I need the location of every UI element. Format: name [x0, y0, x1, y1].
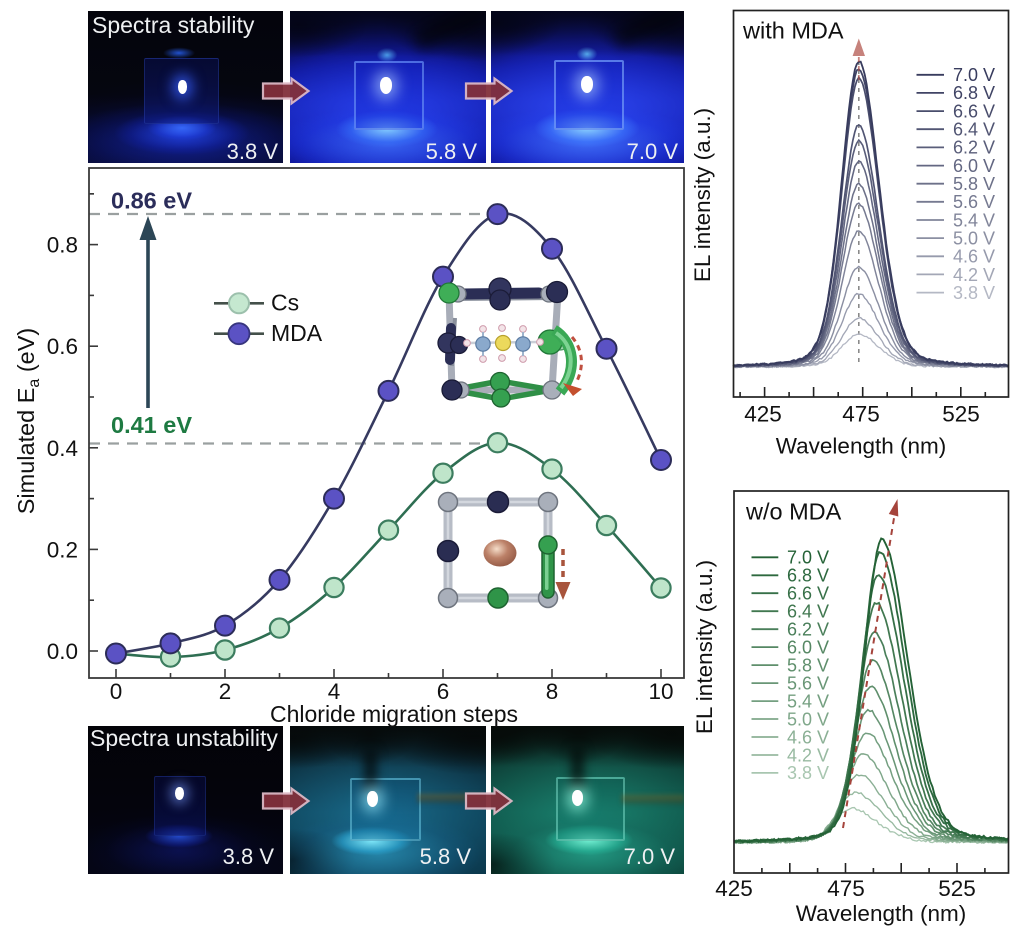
svg-text:525: 525: [942, 402, 980, 427]
svg-text:0.0: 0.0: [47, 639, 78, 664]
svg-text:Chloride migration steps: Chloride migration steps: [270, 701, 518, 727]
svg-text:0.2: 0.2: [47, 537, 78, 562]
svg-text:475: 475: [827, 876, 865, 901]
svg-text:0.6: 0.6: [47, 334, 78, 359]
svg-text:6: 6: [437, 679, 450, 704]
svg-text:5.6 V: 5.6 V: [787, 673, 829, 693]
svg-text:0.41 eV: 0.41 eV: [111, 412, 192, 438]
svg-text:0.8: 0.8: [47, 233, 78, 258]
svg-text:4: 4: [328, 679, 341, 704]
svg-text:3.8 V: 3.8 V: [953, 283, 995, 303]
svg-text:5.0 V: 5.0 V: [953, 228, 995, 248]
svg-text:7.0 V: 7.0 V: [787, 548, 829, 568]
svg-text:7.0 V: 7.0 V: [953, 65, 995, 85]
svg-text:5.8 V: 5.8 V: [787, 655, 829, 675]
svg-text:10: 10: [648, 679, 673, 704]
svg-text:w/o MDA: w/o MDA: [745, 499, 842, 525]
svg-text:2: 2: [219, 679, 232, 704]
svg-text:8: 8: [546, 679, 559, 704]
svg-text:5.8 V: 5.8 V: [953, 174, 995, 194]
svg-text:MDA: MDA: [271, 320, 323, 346]
svg-text:5.0 V: 5.0 V: [787, 709, 829, 729]
svg-text:0: 0: [110, 679, 123, 704]
svg-text:475: 475: [842, 402, 880, 427]
svg-text:6.2 V: 6.2 V: [787, 620, 829, 640]
svg-text:6.6 V: 6.6 V: [787, 584, 829, 604]
svg-text:5.6 V: 5.6 V: [953, 192, 995, 212]
svg-text:Wavelength (nm): Wavelength (nm): [776, 434, 946, 459]
svg-text:3.8 V: 3.8 V: [787, 763, 829, 783]
svg-text:6.0 V: 6.0 V: [953, 156, 995, 176]
svg-text:Cs: Cs: [271, 290, 299, 316]
svg-text:6.0 V: 6.0 V: [787, 637, 829, 657]
svg-text:6.4 V: 6.4 V: [787, 602, 829, 622]
svg-text:6.6 V: 6.6 V: [953, 101, 995, 121]
svg-text:4.2 V: 4.2 V: [787, 745, 829, 765]
svg-text:4.6 V: 4.6 V: [787, 727, 829, 747]
svg-text:4.2 V: 4.2 V: [953, 265, 995, 285]
svg-text:Simulated Ea (eV): Simulated Ea (eV): [13, 328, 43, 515]
svg-text:0.86 eV: 0.86 eV: [111, 188, 192, 214]
svg-text:425: 425: [744, 402, 782, 427]
svg-text:Wavelength (nm): Wavelength (nm): [796, 901, 966, 926]
svg-text:525: 525: [938, 876, 976, 901]
svg-text:425: 425: [715, 876, 753, 901]
svg-text:4.6 V: 4.6 V: [953, 247, 995, 267]
svg-text:5.4 V: 5.4 V: [953, 210, 995, 230]
svg-text:6.8 V: 6.8 V: [953, 83, 995, 103]
svg-text:6.8 V: 6.8 V: [787, 566, 829, 586]
svg-text:EL intensity (a.u.): EL intensity (a.u.): [692, 560, 717, 734]
svg-text:6.2 V: 6.2 V: [953, 138, 995, 158]
svg-text:0.4: 0.4: [47, 436, 78, 461]
svg-text:6.4 V: 6.4 V: [953, 120, 995, 140]
svg-text:with MDA: with MDA: [742, 18, 844, 44]
svg-text:5.4 V: 5.4 V: [787, 691, 829, 711]
svg-text:EL intensity (a.u.): EL intensity (a.u.): [690, 108, 715, 282]
